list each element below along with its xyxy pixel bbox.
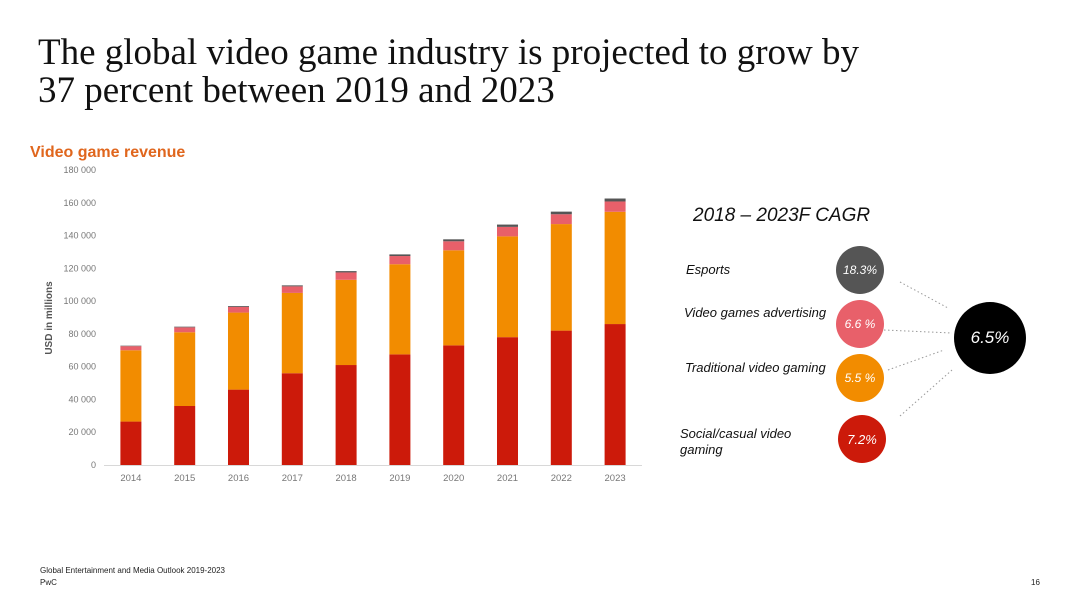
footer-source: Global Entertainment and Media Outlook 2… <box>40 566 226 575</box>
bar-segment-2022-s0 <box>550 330 572 465</box>
bar-segment-2017-s0 <box>281 373 303 465</box>
y-tick-label: 80 000 <box>68 329 96 339</box>
segment-label-esports: Esports <box>686 262 731 277</box>
y-axis-label: USD in millions <box>44 281 55 355</box>
footer-brand: PwC <box>40 578 57 587</box>
bar-segment-2015-s0 <box>174 406 196 465</box>
x-tick-label-2020: 2020 <box>443 473 464 484</box>
y-tick-label: 120 000 <box>63 263 96 273</box>
bar-segment-2023-s3 <box>604 198 626 202</box>
segment-label-traditional: Traditional video gaming <box>685 360 826 375</box>
bar-segment-2022-s2 <box>550 214 572 225</box>
y-tick-label: 140 000 <box>63 231 96 241</box>
connector-line-social <box>899 369 953 417</box>
bar-segment-2015-s1 <box>174 332 196 406</box>
x-tick-label-2014: 2014 <box>120 473 141 484</box>
bar-segment-2020-s2 <box>443 241 465 251</box>
bar-segment-2021-s2 <box>497 226 518 237</box>
bar-segment-2019-s3 <box>389 254 411 257</box>
y-tick-label: 180 000 <box>63 165 96 175</box>
chart-title: Video game revenue <box>30 144 186 161</box>
y-tick-label: 40 000 <box>68 394 96 404</box>
segment-label-social: Social/casual video gaming <box>680 426 792 457</box>
bar-segment-2017-s2 <box>281 286 303 293</box>
bubble-social: 7.2% <box>838 415 886 463</box>
bar-segment-2016-s0 <box>228 389 249 465</box>
slide-title-line-1: The global video game industry is projec… <box>38 32 860 73</box>
bar-segment-2021-s1 <box>497 236 518 338</box>
bar-segment-2020-s3 <box>443 239 465 242</box>
y-tick-label: 20 000 <box>68 427 96 437</box>
bar-segment-2018-s2 <box>335 272 357 280</box>
bar-segment-2020-s0 <box>443 345 465 465</box>
bar-segment-2017-s3 <box>281 285 303 287</box>
connector-line-advertising <box>883 329 953 334</box>
stacked-bar-chart: USD in millions 0 20 000 40 000 60 000 80 00… <box>44 165 642 484</box>
bar-segment-2022-s3 <box>550 211 572 215</box>
y-tick-label: 0 <box>91 460 96 470</box>
slide-title: The global video game industry is projec… <box>38 34 1038 110</box>
bar-segment-2023-s0 <box>604 324 626 465</box>
segment-label-advertising: Video games advertising <box>684 305 827 320</box>
bar-segment-2014-s0 <box>120 421 142 465</box>
bubble-esports: 18.3% <box>836 246 884 294</box>
bar-segment-2020-s1 <box>443 250 465 346</box>
bar-segment-2019-s1 <box>389 264 411 355</box>
y-tick-label: 160 000 <box>63 198 96 208</box>
connector-line-traditional <box>887 349 945 371</box>
bar-segment-2015-s3 <box>174 326 196 328</box>
x-tick-label-2018: 2018 <box>336 473 357 484</box>
bar-segment-2021-s3 <box>497 224 518 227</box>
bar-segment-2018-s1 <box>335 279 357 366</box>
bubble-traditional: 5.5 % <box>836 354 884 402</box>
y-tick-label: 60 000 <box>68 362 96 372</box>
bar-segment-2018-s3 <box>335 271 357 273</box>
bar-segment-2016-s2 <box>228 306 249 313</box>
bar-segment-2022-s1 <box>550 224 572 331</box>
bar-segment-2015-s2 <box>174 327 196 333</box>
x-tick-label-2022: 2022 <box>551 473 572 484</box>
bar-segment-2019-s2 <box>389 256 411 265</box>
bar-segment-2017-s1 <box>281 292 303 374</box>
bar-segment-2016-s3 <box>228 306 249 307</box>
bar-segment-2019-s0 <box>389 354 411 465</box>
slide-title-line-2: 37 percent between 2019 and 2023 <box>38 70 555 111</box>
bar-segment-2021-s0 <box>497 337 518 465</box>
x-tick-label-2015: 2015 <box>174 473 195 484</box>
bar-segment-2014-s1 <box>120 350 142 422</box>
x-tick-label-2017: 2017 <box>282 473 303 484</box>
bubble-advertising: 6.6 % <box>836 300 884 348</box>
y-tick-label: 100 000 <box>63 296 96 306</box>
cagr-title: 2018 – 2023F CAGR <box>693 205 871 226</box>
x-tick-label-2021: 2021 <box>497 473 518 484</box>
x-tick-label-2019: 2019 <box>389 473 410 484</box>
page-number: 16 <box>1031 578 1040 587</box>
connector-line-esports <box>899 281 949 309</box>
bar-segment-2023-s1 <box>604 211 626 325</box>
x-tick-label-2016: 2016 <box>228 473 249 484</box>
bar-segment-2023-s2 <box>604 201 626 212</box>
bar-segment-2016-s1 <box>228 312 249 390</box>
bar-segment-2018-s0 <box>335 365 357 465</box>
bubble-total: 6.5% <box>954 302 1026 374</box>
x-tick-label-2023: 2023 <box>605 473 626 484</box>
bar-segment-2014-s2 <box>120 346 142 351</box>
